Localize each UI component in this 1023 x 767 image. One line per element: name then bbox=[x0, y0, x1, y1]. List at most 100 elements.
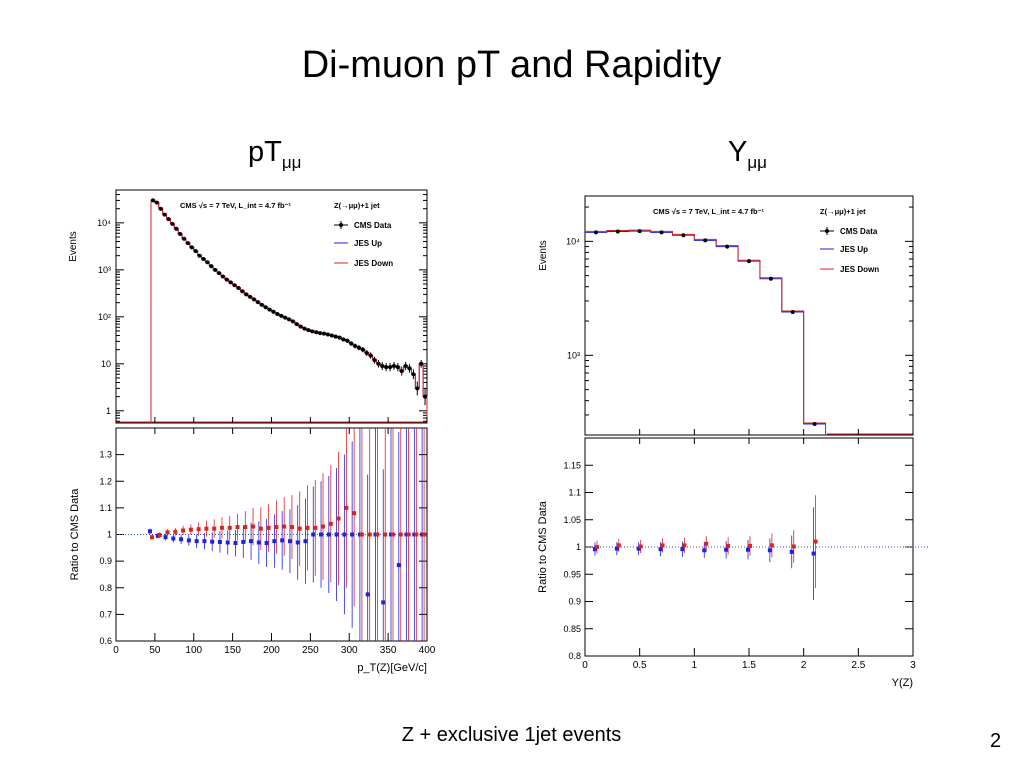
data-point bbox=[209, 264, 214, 269]
jes-up-ratio-point bbox=[789, 549, 794, 554]
ratio-y-axis-label: Ratio to CMS Data bbox=[69, 488, 81, 581]
ratio-y-tick-label: 1.15 bbox=[563, 460, 581, 470]
x-tick-label: 250 bbox=[302, 645, 319, 656]
jes-down-ratio-point bbox=[748, 543, 752, 548]
data-point bbox=[403, 363, 408, 368]
jes-up-ratio-point bbox=[225, 540, 230, 545]
jes-up-ratio-point bbox=[287, 539, 292, 544]
page-number: 2 bbox=[990, 730, 1002, 752]
left-subtitle-sub: μμ bbox=[281, 152, 302, 172]
data-point bbox=[217, 271, 222, 276]
jes-up-ratio-point bbox=[241, 539, 246, 544]
jes-up-ratio-point bbox=[592, 547, 597, 552]
data-point bbox=[154, 200, 159, 205]
data-point bbox=[368, 353, 373, 358]
jes-up-ratio-point bbox=[365, 592, 370, 597]
ratio-y-tick-label: 0.6 bbox=[99, 636, 112, 646]
x-tick-label: 200 bbox=[263, 645, 280, 656]
data-point bbox=[593, 230, 598, 235]
legend-data-marker bbox=[825, 229, 829, 233]
data-point bbox=[318, 331, 323, 336]
jes-up-ratio-point bbox=[311, 532, 316, 537]
ratio-y-tick-label: 1 bbox=[576, 542, 581, 552]
data-point bbox=[283, 315, 288, 320]
data-point bbox=[415, 386, 420, 391]
ratio-y-tick-label: 1.1 bbox=[99, 503, 112, 513]
jes-down-ratio-point bbox=[682, 543, 687, 548]
data-point bbox=[298, 324, 303, 329]
data-point bbox=[356, 345, 361, 350]
data-point bbox=[388, 365, 393, 370]
jes-down-ratio-point bbox=[305, 525, 310, 530]
data-point bbox=[197, 253, 202, 258]
legend-data-marker bbox=[339, 223, 343, 227]
jes-down-ratio-point bbox=[359, 532, 364, 537]
jes-down-ratio-point bbox=[282, 524, 287, 529]
jes-up-ratio-point bbox=[746, 547, 750, 552]
jes-up-ratio-point bbox=[614, 546, 619, 551]
data-point bbox=[615, 229, 620, 234]
jes-up-ratio-point bbox=[295, 540, 300, 545]
y-tick-label: 10² bbox=[98, 312, 111, 322]
x-tick-label: 350 bbox=[380, 645, 397, 656]
data-point bbox=[286, 317, 291, 322]
data-point bbox=[224, 277, 229, 282]
data-point bbox=[376, 361, 381, 366]
jes-up-ratio-point bbox=[194, 539, 199, 544]
x-tick-label: 1 bbox=[692, 660, 698, 671]
ratio-y-tick-label: 0.9 bbox=[99, 556, 112, 566]
data-point bbox=[391, 363, 396, 368]
jes-down-ratio-point bbox=[157, 533, 162, 538]
jes-up-ratio-point bbox=[326, 532, 331, 537]
right-subtitle: Yμμ bbox=[728, 136, 767, 173]
jes-down-histogram bbox=[150, 199, 428, 423]
data-point bbox=[364, 350, 369, 355]
jes-down-ratio-point bbox=[791, 544, 796, 549]
data-point bbox=[182, 236, 187, 241]
x-tick-label: 0.5 bbox=[633, 660, 647, 671]
x-tick-label: 300 bbox=[341, 645, 358, 656]
footer-caption: Z + exclusive 1jet events bbox=[401, 724, 622, 746]
jes-up-ratio-point bbox=[811, 551, 816, 556]
jes-down-ratio-point bbox=[274, 525, 279, 530]
data-point bbox=[240, 289, 245, 294]
x-tick-label: 400 bbox=[419, 645, 436, 656]
data-point bbox=[228, 280, 233, 285]
data-point bbox=[337, 335, 342, 340]
jes-down-ratio-point bbox=[313, 525, 318, 530]
jes-down-ratio-point bbox=[638, 544, 643, 549]
jes-up-ratio-point bbox=[256, 540, 261, 545]
left-subtitle-main: pT bbox=[248, 136, 282, 168]
data-point bbox=[380, 363, 385, 368]
jes-down-ratio-point bbox=[336, 516, 341, 521]
legend-data-label: CMS Data bbox=[354, 221, 392, 230]
x-tick-label: 1.5 bbox=[742, 660, 756, 671]
data-point bbox=[703, 238, 708, 243]
jes-up-ratio-point bbox=[334, 532, 339, 537]
jes-down-ratio-point bbox=[321, 524, 326, 529]
data-point bbox=[681, 233, 686, 238]
jes-up-histogram bbox=[585, 230, 827, 435]
jes-down-ratio-point bbox=[235, 525, 240, 530]
jes-up-ratio-point bbox=[319, 532, 324, 537]
y-tick-label: 10 bbox=[101, 359, 111, 369]
jes-down-ratio-point bbox=[414, 532, 419, 537]
cms-label: CMS √s = 7 TeV, L_int = 4.7 fb⁻¹ bbox=[653, 207, 765, 216]
cms-label: CMS √s = 7 TeV, L_int = 4.7 fb⁻¹ bbox=[180, 201, 292, 210]
data-point bbox=[302, 326, 307, 331]
data-point bbox=[637, 229, 642, 234]
ratio-y-tick-label: 1.3 bbox=[99, 450, 112, 460]
legend-jes-down-label: JES Down bbox=[840, 265, 879, 274]
y-tick-label: 1 bbox=[106, 406, 111, 416]
data-point bbox=[220, 274, 225, 279]
ratio-y-tick-label: 1 bbox=[107, 530, 112, 540]
left-subtitle: pTμμ bbox=[248, 136, 301, 173]
jes-down-ratio-point bbox=[243, 525, 248, 530]
jes-down-ratio-point bbox=[212, 526, 217, 531]
data-point bbox=[725, 244, 730, 249]
ratio-y-tick-label: 1.05 bbox=[563, 515, 581, 525]
ratio-y-tick-label: 0.95 bbox=[563, 569, 581, 579]
data-point bbox=[325, 332, 330, 337]
jes-up-ratio-point bbox=[202, 539, 207, 544]
